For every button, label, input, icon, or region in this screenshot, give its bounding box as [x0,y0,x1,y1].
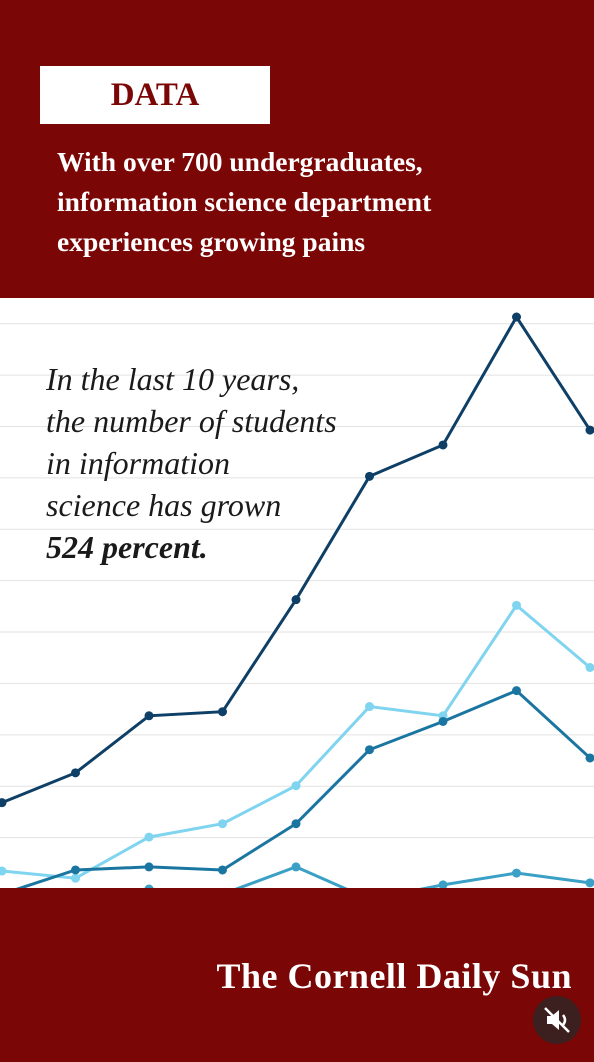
annotation-line: 524 percent. [46,526,337,568]
annotation-line: the number of students [46,403,337,439]
masthead: The Cornell Daily Sun [216,956,572,996]
headline-line: With over 700 undergraduates, [57,146,423,177]
data-point [365,471,374,481]
data-point [291,595,301,605]
chart [0,298,594,888]
data-point [512,686,521,696]
data-point [585,878,594,888]
section-tag: DATA [40,66,270,124]
data-point [512,600,521,610]
headline: With over 700 undergraduates, informatio… [57,142,431,262]
data-point [585,425,594,435]
data-point [585,753,594,763]
annotation-line: In the last 10 years, [46,361,300,397]
annotation: In the last 10 years, the number of stud… [46,358,337,568]
data-point [71,865,80,875]
data-point [291,781,301,791]
data-point [512,312,521,322]
data-point [144,711,154,721]
headline-line: information science department [57,186,432,217]
data-point [0,798,7,808]
data-point [0,866,7,876]
data-point [218,819,227,829]
data-point [144,884,154,888]
data-point [291,862,301,872]
data-point [365,702,374,712]
data-point [71,873,80,883]
data-point [365,745,374,755]
data-point [144,862,154,872]
headline-line: experiences growing pains [57,226,366,257]
data-point [438,440,448,450]
data-point [291,819,301,829]
annotation-line: science has grown [46,487,282,523]
data-point [144,832,154,842]
annotation-highlight: 524 percent. [46,529,208,565]
mute-button[interactable] [533,996,581,1044]
annotation-line: in information [46,445,231,481]
data-point [218,865,227,875]
data-point [438,880,448,888]
data-point [585,663,594,673]
data-point [438,716,448,726]
data-point [71,768,80,778]
plot-area [0,312,594,888]
data-point [512,868,521,878]
data-point [218,707,227,717]
